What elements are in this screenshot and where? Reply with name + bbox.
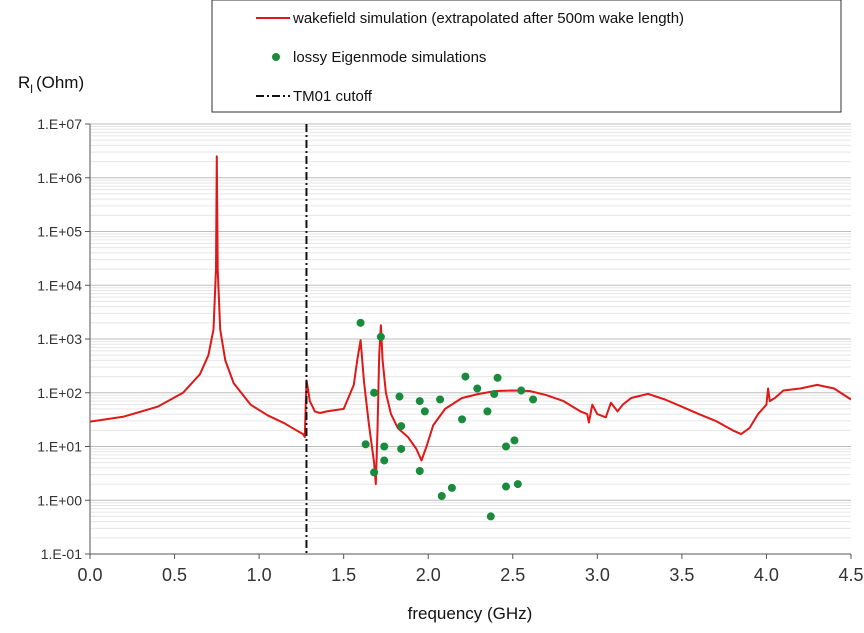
eigenmode-point: [370, 468, 379, 477]
axes: [85, 123, 852, 559]
y-axis-label-main: R: [18, 73, 30, 92]
eigenmode-point: [395, 392, 404, 401]
eigenmode-point: [502, 482, 511, 491]
eigenmode-point: [380, 456, 389, 465]
y-tick-label: 1.E+01: [37, 439, 82, 455]
y-tick-label: 1.E+05: [37, 224, 82, 240]
eigenmode-markers-layer: [356, 318, 538, 521]
x-tick-label: 0.0: [77, 565, 102, 585]
tick-labels: 1.E-01 1.E+00 1.E+01 1.E+02 1.E+03 1.E+04 1.E+…: [37, 116, 863, 585]
y-tick-label: 1.E+04: [37, 277, 82, 293]
eigenmode-point: [486, 512, 495, 521]
eigenmode-point: [502, 442, 511, 451]
x-tick-label: 3.0: [585, 565, 610, 585]
y-axis-label: Rl (Ohm): [18, 73, 84, 96]
eigenmode-point: [437, 491, 446, 500]
eigenmode-point: [447, 483, 456, 492]
legend-swatch-eigenmode: [272, 53, 280, 61]
legend-label-cutoff: TM01 cutoff: [293, 88, 373, 105]
y-axis-label-sub: l: [30, 82, 33, 96]
eigenmode-point: [397, 444, 406, 453]
x-tick-label: 2.5: [500, 565, 525, 585]
y-tick-label: 1.E-01: [41, 546, 82, 562]
eigenmode-point: [458, 415, 467, 424]
x-tick-label: 3.5: [669, 565, 694, 585]
wakefield-simulation-line: [90, 155, 851, 486]
eigenmode-point: [380, 442, 389, 451]
eigenmode-point: [483, 407, 492, 416]
eigenmode-point: [436, 395, 445, 404]
y-tick-label: 1.E+00: [37, 492, 82, 508]
x-tick-label: 1.0: [247, 565, 272, 585]
eigenmode-point: [415, 467, 424, 476]
wakefield-line-layer: [90, 155, 851, 486]
eigenmode-point: [493, 373, 502, 382]
grid-lines: [90, 123, 851, 555]
x-tick-label: 2.0: [416, 565, 441, 585]
x-tick-label: 4.5: [838, 565, 863, 585]
eigenmode-point: [510, 436, 519, 445]
y-tick-label: 1.E+02: [37, 385, 82, 401]
legend-label-eigenmode: lossy Eigenmode simulations: [293, 49, 486, 66]
legend-label-wakefield: wakefield simulation (extrapolated after…: [292, 10, 684, 27]
eigenmode-point: [376, 332, 385, 341]
eigenmode-point: [397, 422, 406, 431]
legend-box: [211, 0, 842, 113]
eigenmode-point: [420, 407, 429, 416]
x-axis-label: frequency (GHz): [408, 604, 533, 623]
legend: wakefield simulation (extrapolated after…: [211, 0, 842, 113]
x-tick-label: 4.0: [754, 565, 779, 585]
x-tick-label: 0.5: [162, 565, 187, 585]
eigenmode-point: [513, 480, 522, 489]
eigenmode-point: [517, 386, 526, 395]
y-axis-label-unit: (Ohm): [36, 73, 84, 92]
y-tick-label: 1.E+03: [37, 331, 82, 347]
eigenmode-point: [461, 372, 470, 381]
eigenmode-point: [356, 318, 365, 327]
y-tick-label: 1.E+07: [37, 116, 82, 132]
eigenmode-point: [415, 397, 424, 406]
eigenmode-point: [473, 384, 482, 393]
eigenmode-point: [529, 395, 538, 404]
y-tick-label: 1.E+06: [37, 170, 82, 186]
eigenmode-point: [490, 389, 499, 398]
eigenmode-point: [370, 388, 379, 397]
x-tick-label: 1.5: [331, 565, 356, 585]
eigenmode-point: [361, 440, 370, 449]
